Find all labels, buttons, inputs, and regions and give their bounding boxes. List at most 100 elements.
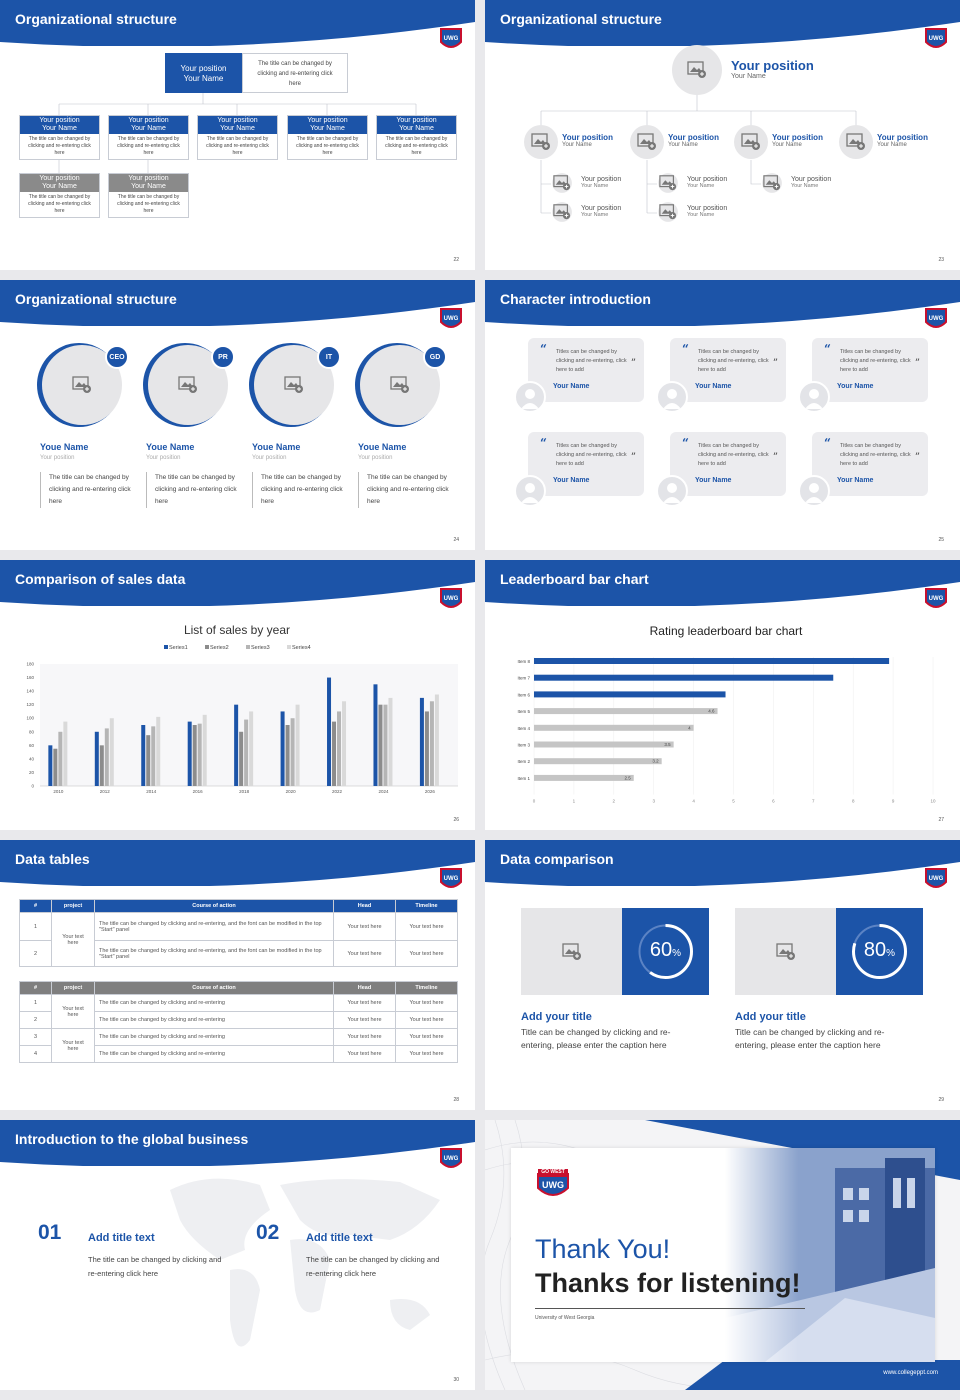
person-avatar[interactable]: IT: [249, 343, 341, 429]
legend-label: Series2: [210, 645, 229, 651]
table-row: 1 Your text here The title can be change…: [19, 912, 458, 967]
person-position: Your position: [40, 455, 75, 461]
name-label: Your Name: [562, 142, 592, 148]
org-card[interactable]: Your position Your Name The title can be c…: [376, 115, 457, 160]
progress-ring: [852, 924, 907, 979]
position-label: Your position: [39, 175, 80, 182]
slide-header: Organizational structure: [0, 280, 475, 326]
legend-swatch: [164, 645, 168, 649]
slide-27[interactable]: Leaderboard bar chart UWG Rating leaderb…: [485, 560, 960, 830]
quote-card[interactable]: “ Titles can be changed by clicking and r…: [528, 432, 644, 496]
person-desc: The title can be changed by clicking and…: [49, 474, 131, 505]
x-tick-label: 0: [533, 799, 536, 804]
image-placeholder-icon[interactable]: [521, 908, 622, 995]
position-label: Your position: [307, 117, 348, 124]
percent-box: 80%: [836, 908, 923, 995]
org-top-box[interactable]: Your position Your Name: [165, 53, 242, 93]
quote-card[interactable]: “ Titles can be changed by clicking and r…: [812, 432, 928, 496]
org-card[interactable]: Your position Your Name The title can be c…: [19, 173, 100, 218]
divider: [40, 472, 41, 508]
x-tick-label: 2018: [239, 789, 250, 794]
name-label: Your Name: [131, 125, 166, 132]
org-card-header: Your position Your Name: [109, 116, 188, 134]
item-title: Add your title: [735, 1011, 806, 1023]
avatar-icon: [798, 475, 830, 507]
open-quote-icon: “: [540, 342, 547, 356]
org-card[interactable]: Your position Your Name The title can be c…: [108, 115, 189, 160]
slide-30[interactable]: Introduction to the global business UWG …: [0, 1120, 475, 1390]
chart-title: List of sales by year: [184, 623, 290, 637]
uwg-logo: GO WEST UWG: [535, 1166, 571, 1207]
bar: [239, 731, 244, 786]
bar: [534, 691, 726, 698]
svg-text:UWG: UWG: [444, 876, 459, 882]
slide-24[interactable]: Organizational structure UWG CEO Youe Nam…: [0, 280, 475, 550]
slide-31[interactable]: GO WEST UWG Thank You! Thanks for listen…: [485, 1120, 960, 1390]
person-label: Your position Your Name: [581, 176, 621, 189]
card-desc: The title can be changed by clicking and…: [385, 136, 448, 156]
slide-header: Introduction to the global business: [0, 1120, 475, 1166]
y-tick-label: Item 6: [517, 692, 530, 697]
slide-28[interactable]: Data tables UWG # project Course of action…: [0, 840, 475, 1110]
uwg-logo: UWG: [924, 866, 948, 892]
person-name: Youe Name: [358, 442, 407, 452]
org-card-header: Your position Your Name: [109, 174, 188, 192]
quote-author: Your Name: [695, 477, 732, 484]
open-quote-icon: “: [824, 436, 831, 450]
image-placeholder-icon[interactable]: [630, 125, 664, 159]
image-placeholder-icon[interactable]: [734, 125, 768, 159]
image-placeholder-icon[interactable]: [762, 173, 782, 193]
slide-23[interactable]: Organizational structure UWG Your positi…: [485, 0, 960, 270]
quote-card[interactable]: “ Titles can be changed by clicking and r…: [528, 338, 644, 402]
card-desc: The title can be changed by clicking and…: [296, 136, 359, 156]
org-card[interactable]: Your position Your Name The title can be c…: [19, 115, 100, 160]
uwg-logo: UWG: [924, 26, 948, 52]
slide-26[interactable]: Comparison of sales data UWG List of sal…: [0, 560, 475, 830]
percent-value: 80%: [836, 939, 923, 962]
percent-unit: %: [672, 948, 682, 959]
page-number: 25: [938, 537, 944, 543]
percent-unit: %: [886, 948, 896, 959]
slide-title: Organizational structure: [500, 11, 662, 27]
org-card[interactable]: Your position Your Name The title can be c…: [197, 115, 278, 160]
close-quote-icon: ”: [772, 358, 778, 369]
bar: [373, 684, 378, 786]
close-quote-icon: ”: [914, 358, 920, 369]
y-tick-label: Item 5: [517, 709, 530, 714]
position-label: Your position: [128, 117, 169, 124]
x-tick-label: 2016: [193, 789, 204, 794]
image-placeholder-icon[interactable]: [658, 173, 678, 193]
bar: [534, 741, 674, 748]
image-placeholder-icon[interactable]: [658, 202, 678, 222]
quote-card[interactable]: “ Titles can be changed by clicking and r…: [670, 432, 786, 496]
chart-title: Rating leaderboard bar chart: [650, 624, 803, 638]
image-placeholder-icon[interactable]: [672, 45, 722, 95]
image-placeholder-icon[interactable]: [552, 173, 572, 193]
name-label: Your Name: [220, 125, 255, 132]
svg-text:UWG: UWG: [444, 36, 459, 42]
person-avatar[interactable]: PR: [143, 343, 235, 429]
avatar-icon: [514, 475, 546, 507]
person-avatar[interactable]: CEO: [37, 343, 129, 429]
name-label: Your Name: [668, 142, 698, 148]
org-card[interactable]: Your position Your Name The title can be c…: [287, 115, 368, 160]
person-avatar[interactable]: GD: [355, 343, 447, 429]
quote-card[interactable]: “ Titles can be changed by clicking and r…: [670, 338, 786, 402]
slide-22[interactable]: Organizational structure UWG Your positi…: [0, 0, 475, 270]
slide-29[interactable]: Data comparison UWG 60% Add your title Tit…: [485, 840, 960, 1110]
close-quote-icon: ”: [914, 452, 920, 463]
x-tick-label: 2012: [100, 789, 111, 794]
quote-card[interactable]: “ Titles can be changed by clicking and r…: [812, 338, 928, 402]
image-placeholder-icon[interactable]: [524, 125, 558, 159]
bar: [197, 723, 202, 786]
org-card[interactable]: Your position Your Name The title can be c…: [108, 173, 189, 218]
image-placeholder-icon[interactable]: [552, 202, 572, 222]
website-url[interactable]: www.collegeppt.com: [883, 1370, 938, 1376]
bar: [295, 704, 300, 786]
image-placeholder-icon[interactable]: [735, 908, 836, 995]
image-placeholder-icon[interactable]: [839, 125, 873, 159]
slide-header: Leaderboard bar chart: [485, 560, 960, 606]
slide-25[interactable]: Character introduction UWG “ Titles can b…: [485, 280, 960, 550]
uwg-logo: UWG: [439, 306, 463, 332]
position-label: Your position: [128, 175, 169, 182]
